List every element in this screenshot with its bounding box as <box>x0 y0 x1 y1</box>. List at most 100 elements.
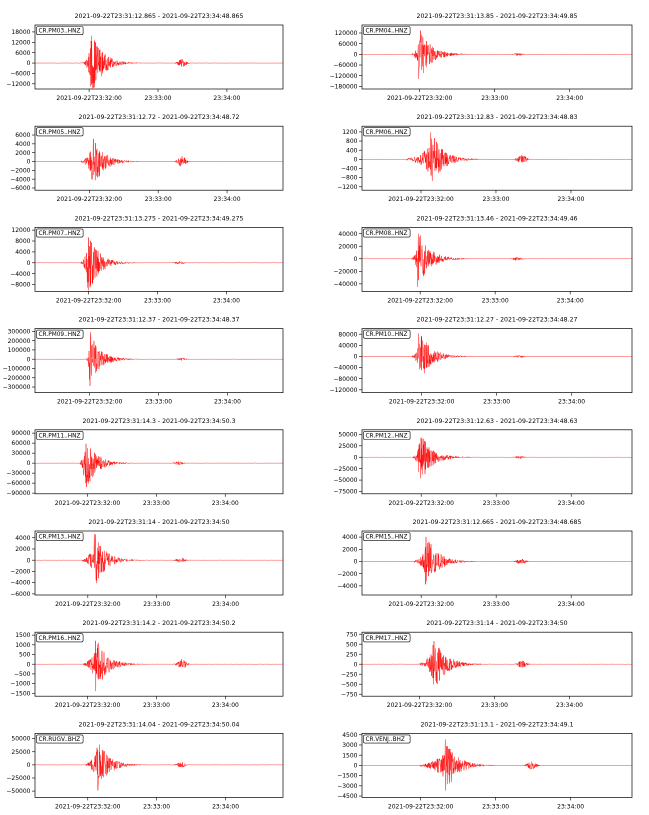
y-tick-label: 0 <box>354 51 358 58</box>
y-tick-label: −4000 <box>10 271 30 278</box>
x-tick-label: 2021-09-22T23:32:00 <box>56 297 122 304</box>
x-tick-label: 23:33:00 <box>144 297 171 304</box>
y-tick-label: 100000 <box>8 347 31 354</box>
time-range-title: 2021-09-22T23:31:13.275 - 2021-09-22T23:… <box>75 215 244 222</box>
y-tick-label: 4000 <box>342 534 357 541</box>
x-tick-label: 23:34:00 <box>558 399 585 406</box>
y-tick-label: −1500 <box>337 773 357 780</box>
station-label-box <box>36 127 84 137</box>
y-tick-label: −6000 <box>10 185 30 192</box>
x-tick-label: 23:33:00 <box>145 196 172 203</box>
seismogram-panel: 2021-09-22T23:31:14 - 2021-09-22T23:34:5… <box>10 519 284 608</box>
y-tick-label: −25000 <box>6 775 30 782</box>
station-label: CR.PM05..HNZ <box>39 130 81 136</box>
station-label: CR.PM09..HNZ <box>39 332 81 338</box>
time-range-title: 2021-09-22T23:31:13.85 - 2021-09-22T23:3… <box>417 13 578 20</box>
plot-frame <box>361 227 633 292</box>
y-tick-label: 40000 <box>338 342 357 349</box>
seismogram-panel: 2021-09-22T23:31:12.72 - 2021-09-22T23:3… <box>10 114 284 203</box>
station-label-box <box>363 26 411 35</box>
y-tick-label: −60000 <box>333 62 357 69</box>
y-tick-label: −500 <box>14 671 31 678</box>
y-tick-label: 120000 <box>335 30 358 37</box>
seismogram-panel: 2021-09-22T23:31:14.2 - 2021-09-22T23:34… <box>10 620 284 709</box>
y-tick-label: 25000 <box>11 749 30 756</box>
station-label: CR.PM04..HNZ <box>366 29 408 35</box>
plot-frame <box>361 125 633 191</box>
y-tick-label: −6000 <box>10 71 30 78</box>
y-tick-label: −120000 <box>330 73 358 80</box>
x-tick-label: 23:33:00 <box>482 297 509 304</box>
y-tick-label: 40000 <box>338 231 357 238</box>
time-range-title: 2021-09-22T23:31:12.83 - 2021-09-22T23:3… <box>417 114 578 121</box>
station-label: CR.PM11..HNZ <box>39 433 81 439</box>
plot-frame <box>361 24 633 90</box>
y-tick-label: −500 <box>341 681 358 688</box>
y-tick-label: −60000 <box>6 480 30 487</box>
station-label-box <box>363 734 411 744</box>
waveform-trace <box>361 437 633 479</box>
y-tick-label: −1500 <box>10 690 30 697</box>
y-tick-label: −25000 <box>333 466 357 473</box>
x-tick-label: 2021-09-22T23:32:00 <box>387 702 453 709</box>
time-range-title: 2021-09-22T23:31:13.46 - 2021-09-22T23:3… <box>417 215 578 222</box>
x-tick-label: 2021-09-22T23:32:00 <box>388 601 454 608</box>
station-label-box <box>36 228 84 238</box>
y-tick-label: 0 <box>27 260 31 267</box>
x-tick-label: 2021-09-22T23:32:00 <box>388 500 454 507</box>
y-tick-label: −30000 <box>6 470 30 477</box>
plot-frame <box>361 429 633 495</box>
station-label-box <box>36 26 84 35</box>
y-tick-label: −6000 <box>10 591 30 598</box>
plot-frame <box>34 328 284 393</box>
y-tick-label: 0 <box>27 762 31 769</box>
x-tick-label: 2021-09-22T23:32:00 <box>56 95 122 102</box>
station-label-box <box>36 430 84 440</box>
y-tick-label: 0 <box>27 661 31 668</box>
y-tick-label: 3000 <box>342 742 357 749</box>
waveform-trace <box>34 443 284 488</box>
x-tick-label: 23:33:00 <box>481 95 508 102</box>
station-label: CR.PM07..HNZ <box>39 231 81 237</box>
waveform-trace <box>361 641 633 685</box>
x-tick-label: 2021-09-22T23:32:00 <box>55 702 121 709</box>
x-tick-label: 23:34:00 <box>557 803 584 810</box>
y-tick-label: 1000 <box>15 642 30 649</box>
y-tick-label: −40000 <box>333 281 357 288</box>
y-tick-label: 60000 <box>338 41 357 48</box>
y-tick-label: 0 <box>354 661 358 668</box>
y-tick-label: −50000 <box>6 788 30 795</box>
waveform-trace <box>361 739 633 791</box>
station-label: CR.RUGV..BHZ <box>39 737 81 743</box>
waveform-trace <box>361 333 633 374</box>
station-label: CR.PM03..HNZ <box>39 29 81 35</box>
time-range-title: 2021-09-22T23:31:12.63 - 2021-09-22T23:3… <box>417 418 578 425</box>
y-tick-label: 8000 <box>15 238 30 245</box>
y-tick-label: 0 <box>354 763 358 770</box>
station-label-box <box>363 127 411 137</box>
y-tick-label: 1500 <box>15 632 30 639</box>
waveform-trace <box>34 744 284 792</box>
y-tick-label: −2000 <box>10 569 30 576</box>
station-label: CR.PM08..HNZ <box>366 231 408 237</box>
y-tick-label: 50000 <box>11 736 30 743</box>
x-tick-label: 23:34:00 <box>212 803 239 810</box>
x-tick-label: 23:34:00 <box>214 196 241 203</box>
x-tick-label: 2021-09-22T23:32:00 <box>388 196 454 203</box>
y-tick-label: −20000 <box>333 268 357 275</box>
time-range-title: 2021-09-22T23:31:12.37 - 2021-09-22T23:3… <box>79 317 240 324</box>
waveform-trace <box>361 30 633 79</box>
waveform-trace <box>34 332 284 386</box>
seismogram-panel: 2021-09-22T23:31:12.37 - 2021-09-22T23:3… <box>3 317 284 406</box>
station-label-box <box>36 633 84 643</box>
y-tick-label: −400 <box>341 166 358 173</box>
y-tick-label: −300000 <box>3 384 31 391</box>
y-tick-label: 20000 <box>338 243 357 250</box>
x-tick-label: 23:34:00 <box>556 95 583 102</box>
y-tick-label: 0 <box>27 557 31 564</box>
station-label: CR.PM10..HNZ <box>366 332 408 338</box>
y-tick-label: −90000 <box>6 490 30 497</box>
y-tick-label: 500 <box>19 652 31 659</box>
y-tick-label: −4000 <box>10 176 30 183</box>
x-tick-label: 23:33:00 <box>145 399 172 406</box>
